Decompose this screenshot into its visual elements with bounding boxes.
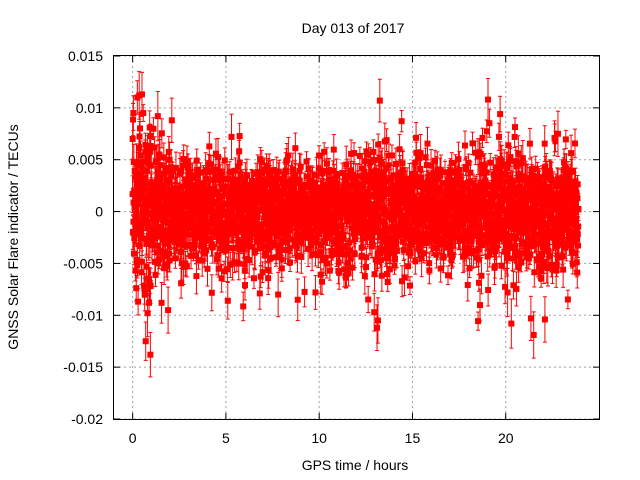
data-point [250, 267, 257, 289]
x-tick-label: 20 [498, 430, 514, 446]
data-point [150, 117, 157, 141]
chart-title: Day 013 of 2017 [302, 20, 405, 36]
data-point [275, 271, 282, 318]
data-point [510, 271, 517, 300]
data-point [147, 268, 154, 304]
data-point [312, 275, 319, 310]
data-point [361, 257, 368, 295]
data-point [172, 151, 179, 185]
data-point [130, 95, 137, 131]
data-point [564, 289, 571, 310]
x-tick-label: 5 [222, 430, 230, 446]
data-point [294, 278, 301, 321]
data-point [158, 282, 165, 324]
data-points [129, 71, 582, 378]
data-point [228, 113, 235, 161]
x-tick-label: 15 [405, 430, 421, 446]
y-tick-label: -0.01 [71, 307, 103, 323]
y-tick-label: 0.01 [76, 100, 103, 116]
data-point [151, 136, 158, 159]
data-point [526, 127, 533, 160]
y-tick-label: 0.015 [68, 48, 103, 64]
data-point [129, 118, 136, 160]
data-point [236, 122, 243, 150]
y-axis-label: GNSS Solar Flare indicator / TECUs [5, 124, 21, 349]
data-point [485, 77, 492, 122]
x-axis-label: GPS time / hours [302, 457, 409, 473]
data-point [297, 153, 304, 180]
data-point [204, 251, 211, 287]
data-point [165, 286, 172, 334]
y-tick-label: 0.005 [68, 152, 103, 168]
data-point [508, 298, 515, 349]
x-tick-label: 0 [129, 430, 137, 446]
data-point [461, 130, 468, 161]
data-point [135, 287, 142, 316]
data-point [180, 144, 187, 174]
data-point [512, 117, 519, 137]
data-point [365, 285, 372, 314]
data-point [445, 265, 452, 286]
x-tick-label: 10 [311, 430, 327, 446]
data-point [562, 129, 569, 149]
data-point [138, 71, 145, 117]
data-point [168, 97, 175, 144]
data-point [541, 296, 548, 343]
data-point [551, 123, 558, 153]
data-point [398, 110, 405, 133]
y-tick-label: -0.005 [63, 255, 103, 271]
data-point [208, 274, 215, 312]
data-point [172, 247, 179, 269]
data-point [301, 276, 308, 308]
data-point [485, 273, 492, 307]
data-point [169, 161, 176, 180]
data-point [497, 95, 504, 133]
y-tick-label: 0 [95, 204, 103, 220]
data-point [351, 142, 358, 164]
y-tick-label: -0.015 [63, 359, 103, 375]
data-point [376, 78, 383, 123]
data-point [136, 111, 143, 145]
y-tick-label: -0.02 [71, 411, 103, 427]
data-point [152, 262, 159, 287]
